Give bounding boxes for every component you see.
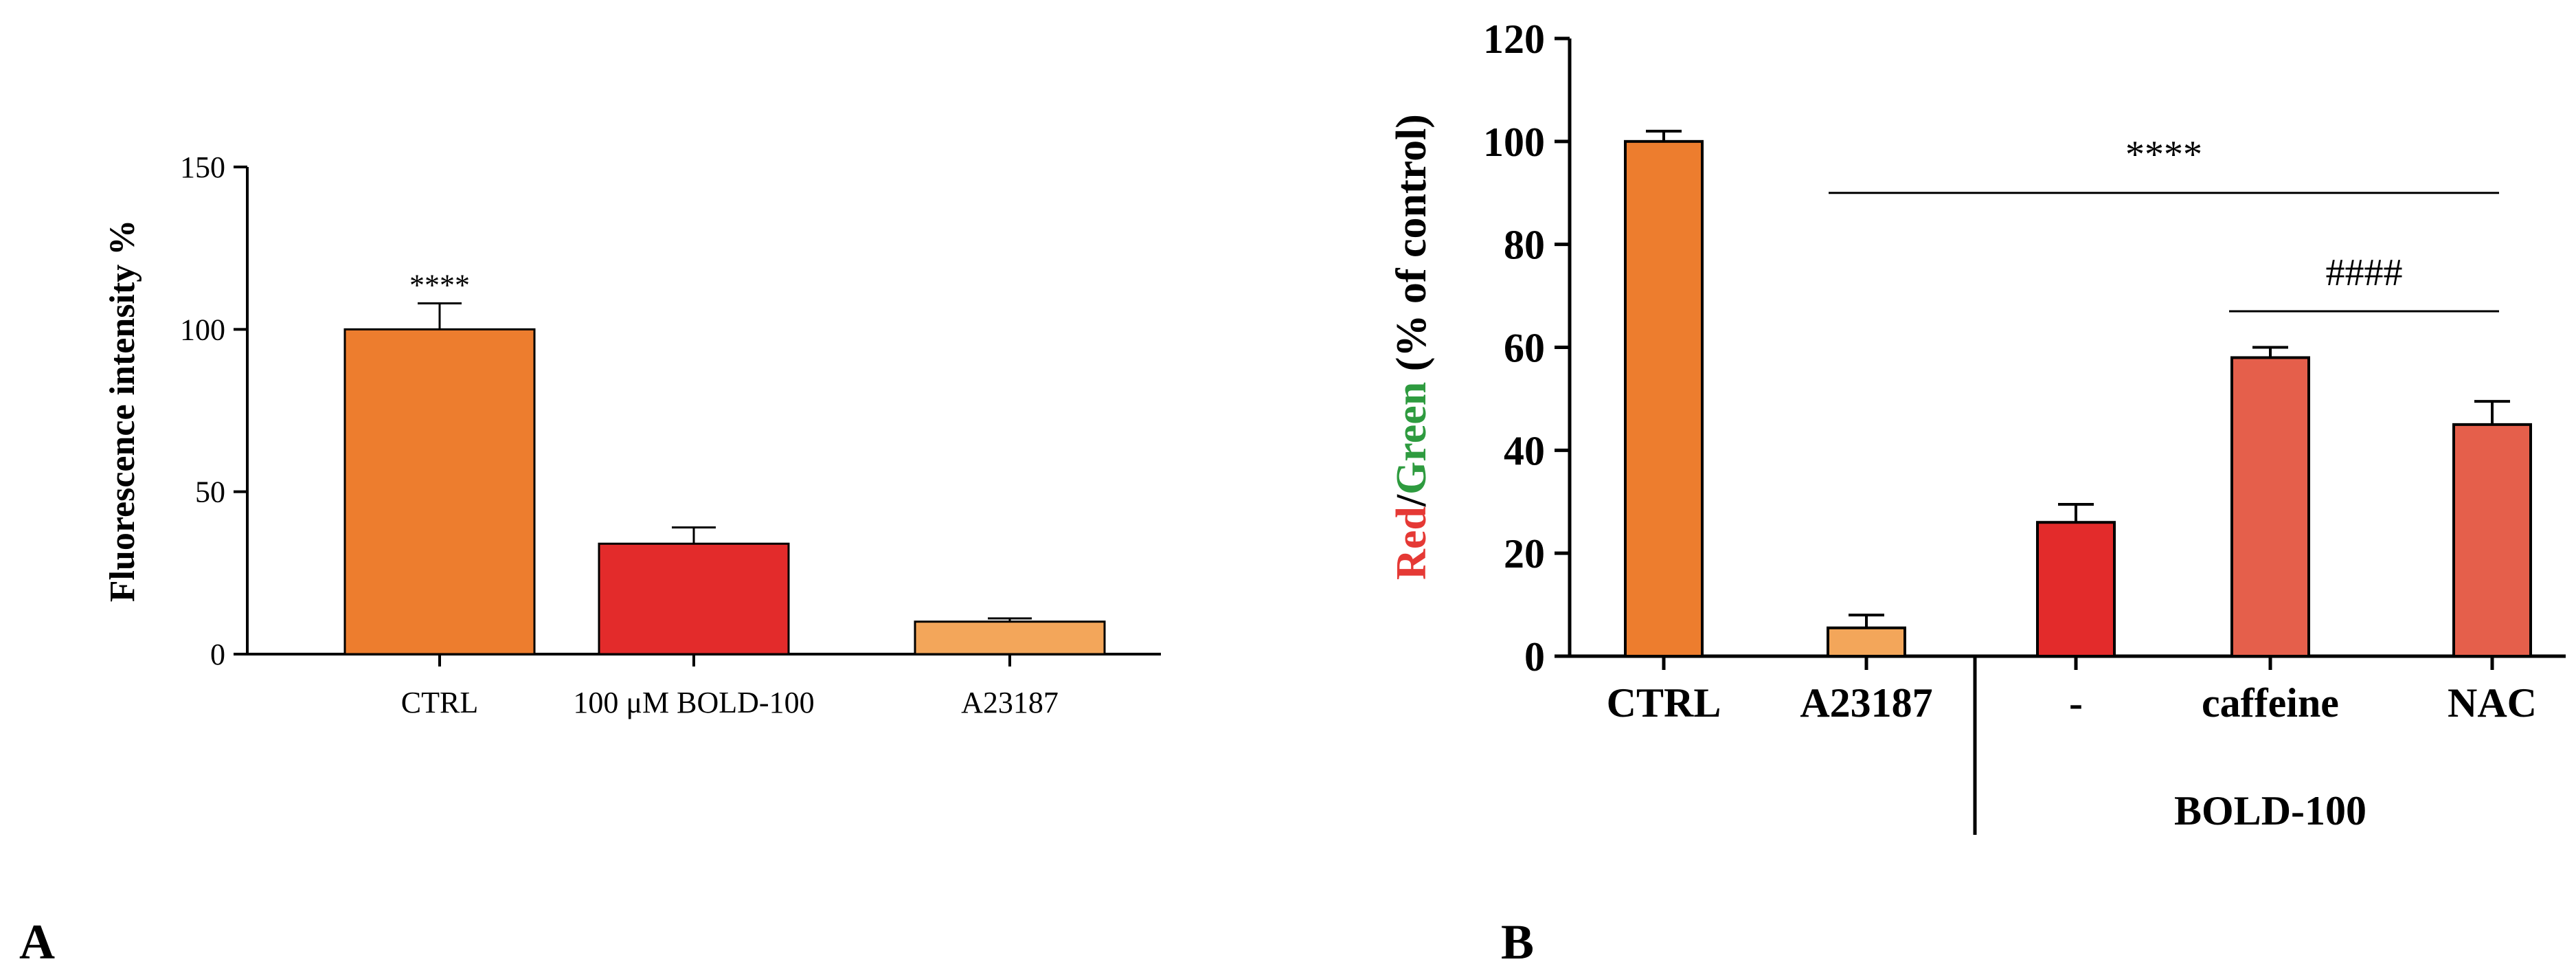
category-label: 100 μM BOLD-100 — [573, 686, 814, 719]
category-label: CTRL — [401, 686, 478, 719]
panel-a-chart: 0 50 100 150 CTRL 100 μM BOLD-100 A23187 **** Fl… — [103, 150, 1161, 719]
bar — [1624, 139, 1704, 658]
y-tick-label: 150 — [180, 150, 225, 184]
y-axis-label-part: (% of control) — [1388, 114, 1435, 382]
y-tick-label: 100 — [180, 313, 225, 346]
y-axis-label: Fluorescence intensity % — [103, 220, 142, 603]
bar — [2452, 423, 2532, 658]
bar — [2036, 521, 2116, 658]
significance-label: **** — [409, 269, 470, 302]
bar — [343, 328, 536, 655]
category-label: - — [2069, 680, 2083, 726]
y-axis-label: Red/Green (% of control) — [1388, 114, 1435, 580]
y-axis-label-part: / — [1388, 494, 1435, 507]
y-tick-label: 40 — [1504, 428, 1545, 473]
y-tick-label: 0 — [1524, 634, 1545, 680]
bar — [914, 620, 1106, 655]
category-label: A23187 — [1800, 680, 1932, 726]
significance-label: #### — [2326, 251, 2403, 294]
bar — [1827, 626, 1906, 658]
category-label: CTRL — [1607, 680, 1721, 726]
category-label: caffeine — [2202, 680, 2339, 726]
y-tick-label: 100 — [1483, 120, 1545, 165]
y-tick-label: 120 — [1483, 16, 1545, 62]
y-tick-label: 0 — [210, 638, 225, 671]
panel-b-chart: 0 20 40 60 80 100 120 CTRL A23187 - caffeine NAC BOL… — [1388, 16, 2566, 835]
panel-b-label: B — [1501, 915, 1534, 970]
category-label: A23187 — [961, 686, 1059, 719]
y-axis-label-part: Red — [1388, 506, 1435, 580]
bar — [2230, 356, 2310, 658]
bar — [598, 542, 790, 655]
y-axis-label-part: Green — [1388, 382, 1435, 495]
significance-label: **** — [2125, 133, 2202, 176]
panel-a-label: A — [19, 915, 55, 970]
y-tick-label: 20 — [1504, 531, 1545, 576]
category-label: NAC — [2448, 680, 2537, 726]
group-label: BOLD-100 — [2174, 788, 2366, 833]
y-tick-label: 80 — [1504, 223, 1545, 268]
y-tick-label: 60 — [1504, 326, 1545, 371]
y-tick-label: 50 — [195, 475, 225, 509]
